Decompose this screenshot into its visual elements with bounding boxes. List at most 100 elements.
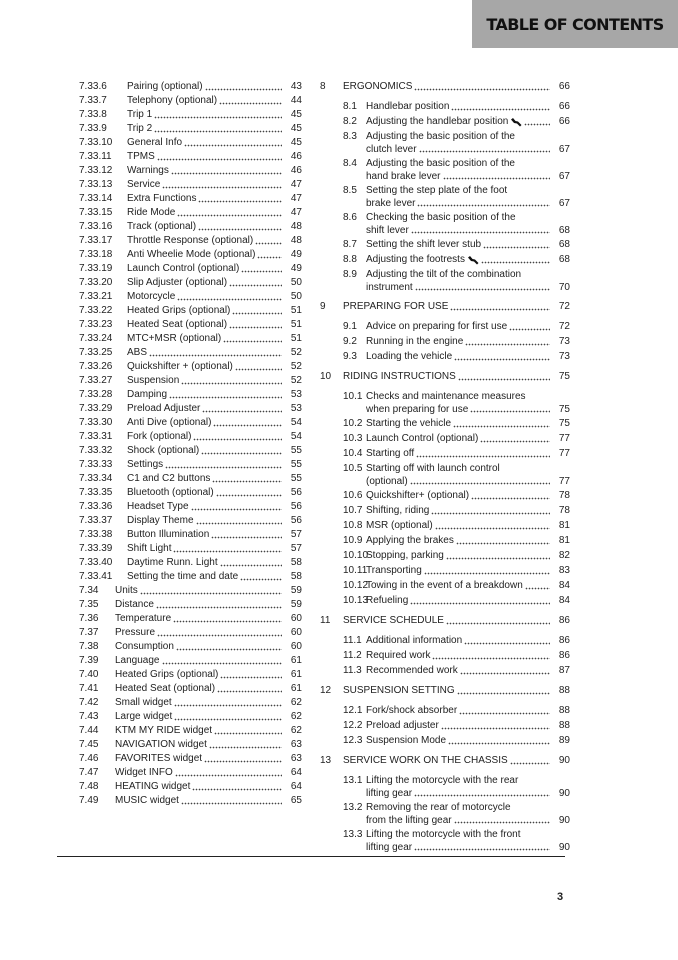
toc-entry[interactable]: 7.40 Heated Grips (optional) 61 xyxy=(79,668,302,682)
toc-entry[interactable]: 9.2 Running in the engine 73 xyxy=(343,335,570,349)
toc-entry[interactable]: 7.45 NAVIGATION widget 63 xyxy=(79,738,302,752)
toc-entry[interactable]: 10.10 Stopping, parking 82 xyxy=(343,549,570,563)
toc-entry[interactable]: 7.33.27 Suspension 52 xyxy=(79,374,302,388)
toc-entry[interactable]: 7.33.24 MTC+MSR (optional) 51 xyxy=(79,332,302,346)
toc-entry[interactable]: 7.33.32 Shock (optional) 55 xyxy=(79,444,302,458)
toc-entry[interactable]: 7.33.16 Track (optional) 48 xyxy=(79,220,302,234)
toc-entry[interactable]: 7.33.28 Damping 53 xyxy=(79,388,302,402)
toc-entry[interactable]: 7.49 MUSIC widget 65 xyxy=(79,794,302,808)
toc-entry[interactable]: 7.33.40 Daytime Runn. Light 58 xyxy=(79,556,302,570)
toc-entry[interactable]: 7.33.41 Setting the time and date 58 xyxy=(79,570,302,584)
toc-entry[interactable]: 7.33.23 Heated Seat (optional) 51 xyxy=(79,318,302,332)
toc-entry[interactable]: 7.46 FAVORITES widget 63 xyxy=(79,752,302,766)
toc-entry[interactable]: 8.9 Adjusting the tilt of the combination… xyxy=(343,268,570,294)
chapter-heading[interactable]: 10 RIDING INSTRUCTIONS 75 xyxy=(320,370,570,384)
toc-entry[interactable]: 7.33.17 Throttle Response (optional) 48 xyxy=(79,234,302,248)
toc-entry[interactable]: 7.33.21 Motorcycle 50 xyxy=(79,290,302,304)
toc-entry[interactable]: 7.33.22 Heated Grips (optional) 51 xyxy=(79,304,302,318)
toc-entry[interactable]: 7.33.10 General Info 45 xyxy=(79,136,302,150)
toc-entry[interactable]: 7.33.6 Pairing (optional) 43 xyxy=(79,80,302,94)
toc-entry[interactable]: 10.9 Applying the brakes 81 xyxy=(343,534,570,548)
toc-entry[interactable]: 7.33.8 Trip 1 45 xyxy=(79,108,302,122)
toc-entry[interactable]: 10.3 Launch Control (optional) 77 xyxy=(343,432,570,446)
toc-entry[interactable]: 7.33.29 Preload Adjuster 53 xyxy=(79,402,302,416)
toc-entry[interactable]: 7.33.13 Service 47 xyxy=(79,178,302,192)
toc-entry[interactable]: 7.36 Temperature 60 xyxy=(79,612,302,626)
toc-entry[interactable]: 7.44 KTM MY RIDE widget 62 xyxy=(79,724,302,738)
toc-entry[interactable]: 7.33.33 Settings 55 xyxy=(79,458,302,472)
toc-entry[interactable]: 12.2 Preload adjuster 88 xyxy=(343,719,570,733)
toc-entry[interactable]: 7.33.9 Trip 2 45 xyxy=(79,122,302,136)
chapter-heading[interactable]: 12 SUSPENSION SETTING 88 xyxy=(320,684,570,698)
toc-entry[interactable]: 7.38 Consumption 60 xyxy=(79,640,302,654)
toc-entry[interactable]: 8.1 Handlebar position 66 xyxy=(343,100,570,114)
toc-entry[interactable]: 11.3 Recommended work 87 xyxy=(343,664,570,678)
entry-number: 7.36 xyxy=(79,613,99,624)
chapter-heading[interactable]: 9 PREPARING FOR USE 72 xyxy=(320,300,570,314)
toc-entry[interactable]: 7.48 HEATING widget 64 xyxy=(79,780,302,794)
toc-entry[interactable]: 10.8 MSR (optional) 81 xyxy=(343,519,570,533)
toc-entry[interactable]: 12.1 Fork/shock absorber 88 xyxy=(343,704,570,718)
entry-number: 7.33.10 xyxy=(79,137,113,148)
entry-title: Required work xyxy=(366,650,431,661)
toc-entry[interactable]: 7.39 Language 61 xyxy=(79,654,302,668)
toc-entry[interactable]: 10.5 Starting off with launch control (opt… xyxy=(343,462,570,488)
toc-entry[interactable]: 8.7 Setting the shift lever stub 68 xyxy=(343,238,570,252)
toc-entry[interactable]: 13.1 Lifting the motorcycle with the rear… xyxy=(343,774,570,800)
toc-entry[interactable]: 7.33.20 Slip Adjuster (optional) 50 xyxy=(79,276,302,290)
toc-entry[interactable]: 7.33.35 Bluetooth (optional) 56 xyxy=(79,486,302,500)
toc-entry[interactable]: 7.41 Heated Seat (optional) 61 xyxy=(79,682,302,696)
toc-entry[interactable]: 9.1 Advice on preparing for first use 72 xyxy=(343,320,570,334)
toc-entry[interactable]: 10.12 Towing in the event of a breakdown 8… xyxy=(343,579,570,593)
toc-entry[interactable]: 10.6 Quickshifter+ (optional) 78 xyxy=(343,489,570,503)
chapter-heading[interactable]: 8 ERGONOMICS 66 xyxy=(320,80,570,94)
toc-entry[interactable]: 8.5 Setting the step plate of the foot bra… xyxy=(343,184,570,210)
toc-entry[interactable]: 7.33.15 Ride Mode 47 xyxy=(79,206,302,220)
toc-chapter: 8 ERGONOMICS 66 8.1 Handlebar position 66 8.2 A… xyxy=(320,80,570,294)
entry-number: 7.33.37 xyxy=(79,515,113,526)
toc-entry[interactable]: 7.33.11 TPMS 46 xyxy=(79,150,302,164)
toc-entry[interactable]: 10.7 Shifting, riding 78 xyxy=(343,504,570,518)
toc-leader-line: Handlebar position 66 xyxy=(366,100,570,114)
toc-entry[interactable]: 7.33.31 Fork (optional) 54 xyxy=(79,430,302,444)
toc-entry[interactable]: 7.33.25 ABS 52 xyxy=(79,346,302,360)
toc-entry[interactable]: 7.47 Widget INFO 64 xyxy=(79,766,302,780)
toc-entry[interactable]: 10.1 Checks and maintenance measures when … xyxy=(343,390,570,416)
toc-entry[interactable]: 7.37 Pressure 60 xyxy=(79,626,302,640)
chapter-heading[interactable]: 11 SERVICE SCHEDULE 86 xyxy=(320,614,570,628)
chapter-heading[interactable]: 13 SERVICE WORK ON THE CHASSIS 90 xyxy=(320,754,570,768)
toc-entry[interactable]: 7.42 Small widget 62 xyxy=(79,696,302,710)
toc-entry[interactable]: 12.3 Suspension Mode 89 xyxy=(343,734,570,748)
toc-entry[interactable]: 11.1 Additional information 86 xyxy=(343,634,570,648)
toc-entry[interactable]: 7.33.37 Display Theme 56 xyxy=(79,514,302,528)
toc-entry[interactable]: 8.8 Adjusting the footrests 68 xyxy=(343,253,570,267)
toc-entry[interactable]: 7.33.38 Button Illumination 57 xyxy=(79,528,302,542)
toc-entry[interactable]: 7.34 Units 59 xyxy=(79,584,302,598)
entry-body: Running in the engine 73 xyxy=(366,335,570,349)
toc-entry[interactable]: 10.4 Starting off 77 xyxy=(343,447,570,461)
toc-entry[interactable]: 7.33.19 Launch Control (optional) 49 xyxy=(79,262,302,276)
toc-entry[interactable]: 7.33.39 Shift Light 57 xyxy=(79,542,302,556)
toc-entry[interactable]: 7.33.36 Headset Type 56 xyxy=(79,500,302,514)
toc-entry[interactable]: 10.2 Starting the vehicle 75 xyxy=(343,417,570,431)
toc-entry[interactable]: 8.3 Adjusting the basic position of the cl… xyxy=(343,130,570,156)
toc-entry[interactable]: 13.3 Lifting the motorcycle with the fron… xyxy=(343,828,570,854)
dot-leader xyxy=(149,347,282,357)
toc-entry[interactable]: 7.33.34 C1 and C2 buttons 55 xyxy=(79,472,302,486)
toc-entry[interactable]: 13.2 Removing the rear of motorcycle from … xyxy=(343,801,570,827)
toc-entry[interactable]: 9.3 Loading the vehicle 73 xyxy=(343,350,570,364)
toc-entry[interactable]: 7.33.26 Quickshifter + (optional) 52 xyxy=(79,360,302,374)
toc-entry[interactable]: 8.2 Adjusting the handlebar position 66 xyxy=(343,115,570,129)
toc-entry[interactable]: 11.2 Required work 86 xyxy=(343,649,570,663)
toc-entry[interactable]: 10.11 Transporting 83 xyxy=(343,564,570,578)
toc-entry[interactable]: 7.43 Large widget 62 xyxy=(79,710,302,724)
toc-entry[interactable]: 7.35 Distance 59 xyxy=(79,598,302,612)
toc-entry[interactable]: 8.6 Checking the basic position of the shi… xyxy=(343,211,570,237)
toc-entry[interactable]: 10.13 Refueling 84 xyxy=(343,594,570,608)
toc-entry[interactable]: 7.33.7 Telephony (optional) 44 xyxy=(79,94,302,108)
toc-entry[interactable]: 8.4 Adjusting the basic position of the ha… xyxy=(343,157,570,183)
toc-entry[interactable]: 7.33.14 Extra Functions 47 xyxy=(79,192,302,206)
toc-entry[interactable]: 7.33.12 Warnings 46 xyxy=(79,164,302,178)
toc-entry[interactable]: 7.33.30 Anti Dive (optional) 54 xyxy=(79,416,302,430)
toc-entry[interactable]: 7.33.18 Anti Wheelie Mode (optional) 49 xyxy=(79,248,302,262)
